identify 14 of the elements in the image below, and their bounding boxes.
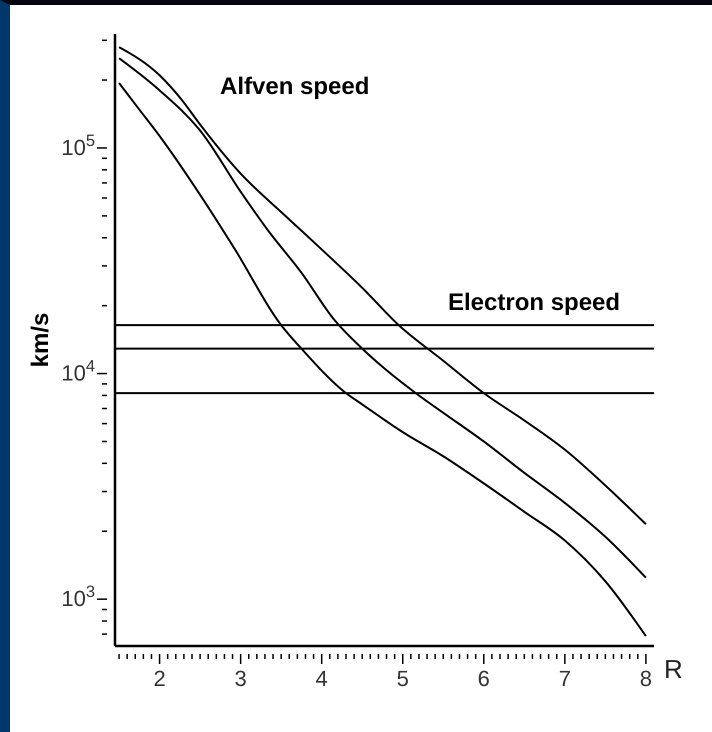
x-tick-label: 7	[558, 666, 571, 691]
x-tick-label: 6	[478, 666, 490, 691]
y-tick-label: 10$^{5}$	[61, 132, 95, 160]
y-tick-label: 10$^{4}$	[61, 358, 95, 386]
x-axis-title: R	[664, 654, 683, 684]
x-tick-label: 3	[234, 666, 247, 691]
x-tick-label: 2	[153, 666, 166, 691]
y-tick-label: 10$^{3}$	[61, 583, 95, 612]
annotation: Electron speed	[448, 289, 620, 317]
x-tick-label: 4	[316, 666, 328, 691]
annotation: Alfven speed	[220, 73, 370, 101]
x-tick-label: 5	[396, 666, 409, 691]
y-axis-title: km/s	[27, 312, 54, 368]
x-tick-label: 8	[640, 666, 652, 691]
